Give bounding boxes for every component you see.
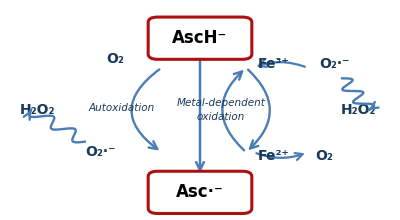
Text: H₂O₂: H₂O₂ <box>341 103 377 117</box>
FancyBboxPatch shape <box>148 171 252 213</box>
Text: Autoxidation: Autoxidation <box>88 103 154 113</box>
Text: O₂·⁻: O₂·⁻ <box>85 145 116 159</box>
Text: Asc·⁻: Asc·⁻ <box>176 183 224 201</box>
Text: Fe²⁺: Fe²⁺ <box>258 149 289 163</box>
Text: Metal-dependent
oxidation: Metal-dependent oxidation <box>177 98 266 122</box>
FancyBboxPatch shape <box>148 17 252 59</box>
Text: O₂·⁻: O₂·⁻ <box>319 57 350 71</box>
Text: O₂: O₂ <box>106 52 124 66</box>
Text: O₂: O₂ <box>315 149 333 163</box>
Text: AscH⁻: AscH⁻ <box>172 29 228 47</box>
Text: H₂O₂: H₂O₂ <box>20 103 55 117</box>
Text: Fe³⁺: Fe³⁺ <box>258 57 289 71</box>
